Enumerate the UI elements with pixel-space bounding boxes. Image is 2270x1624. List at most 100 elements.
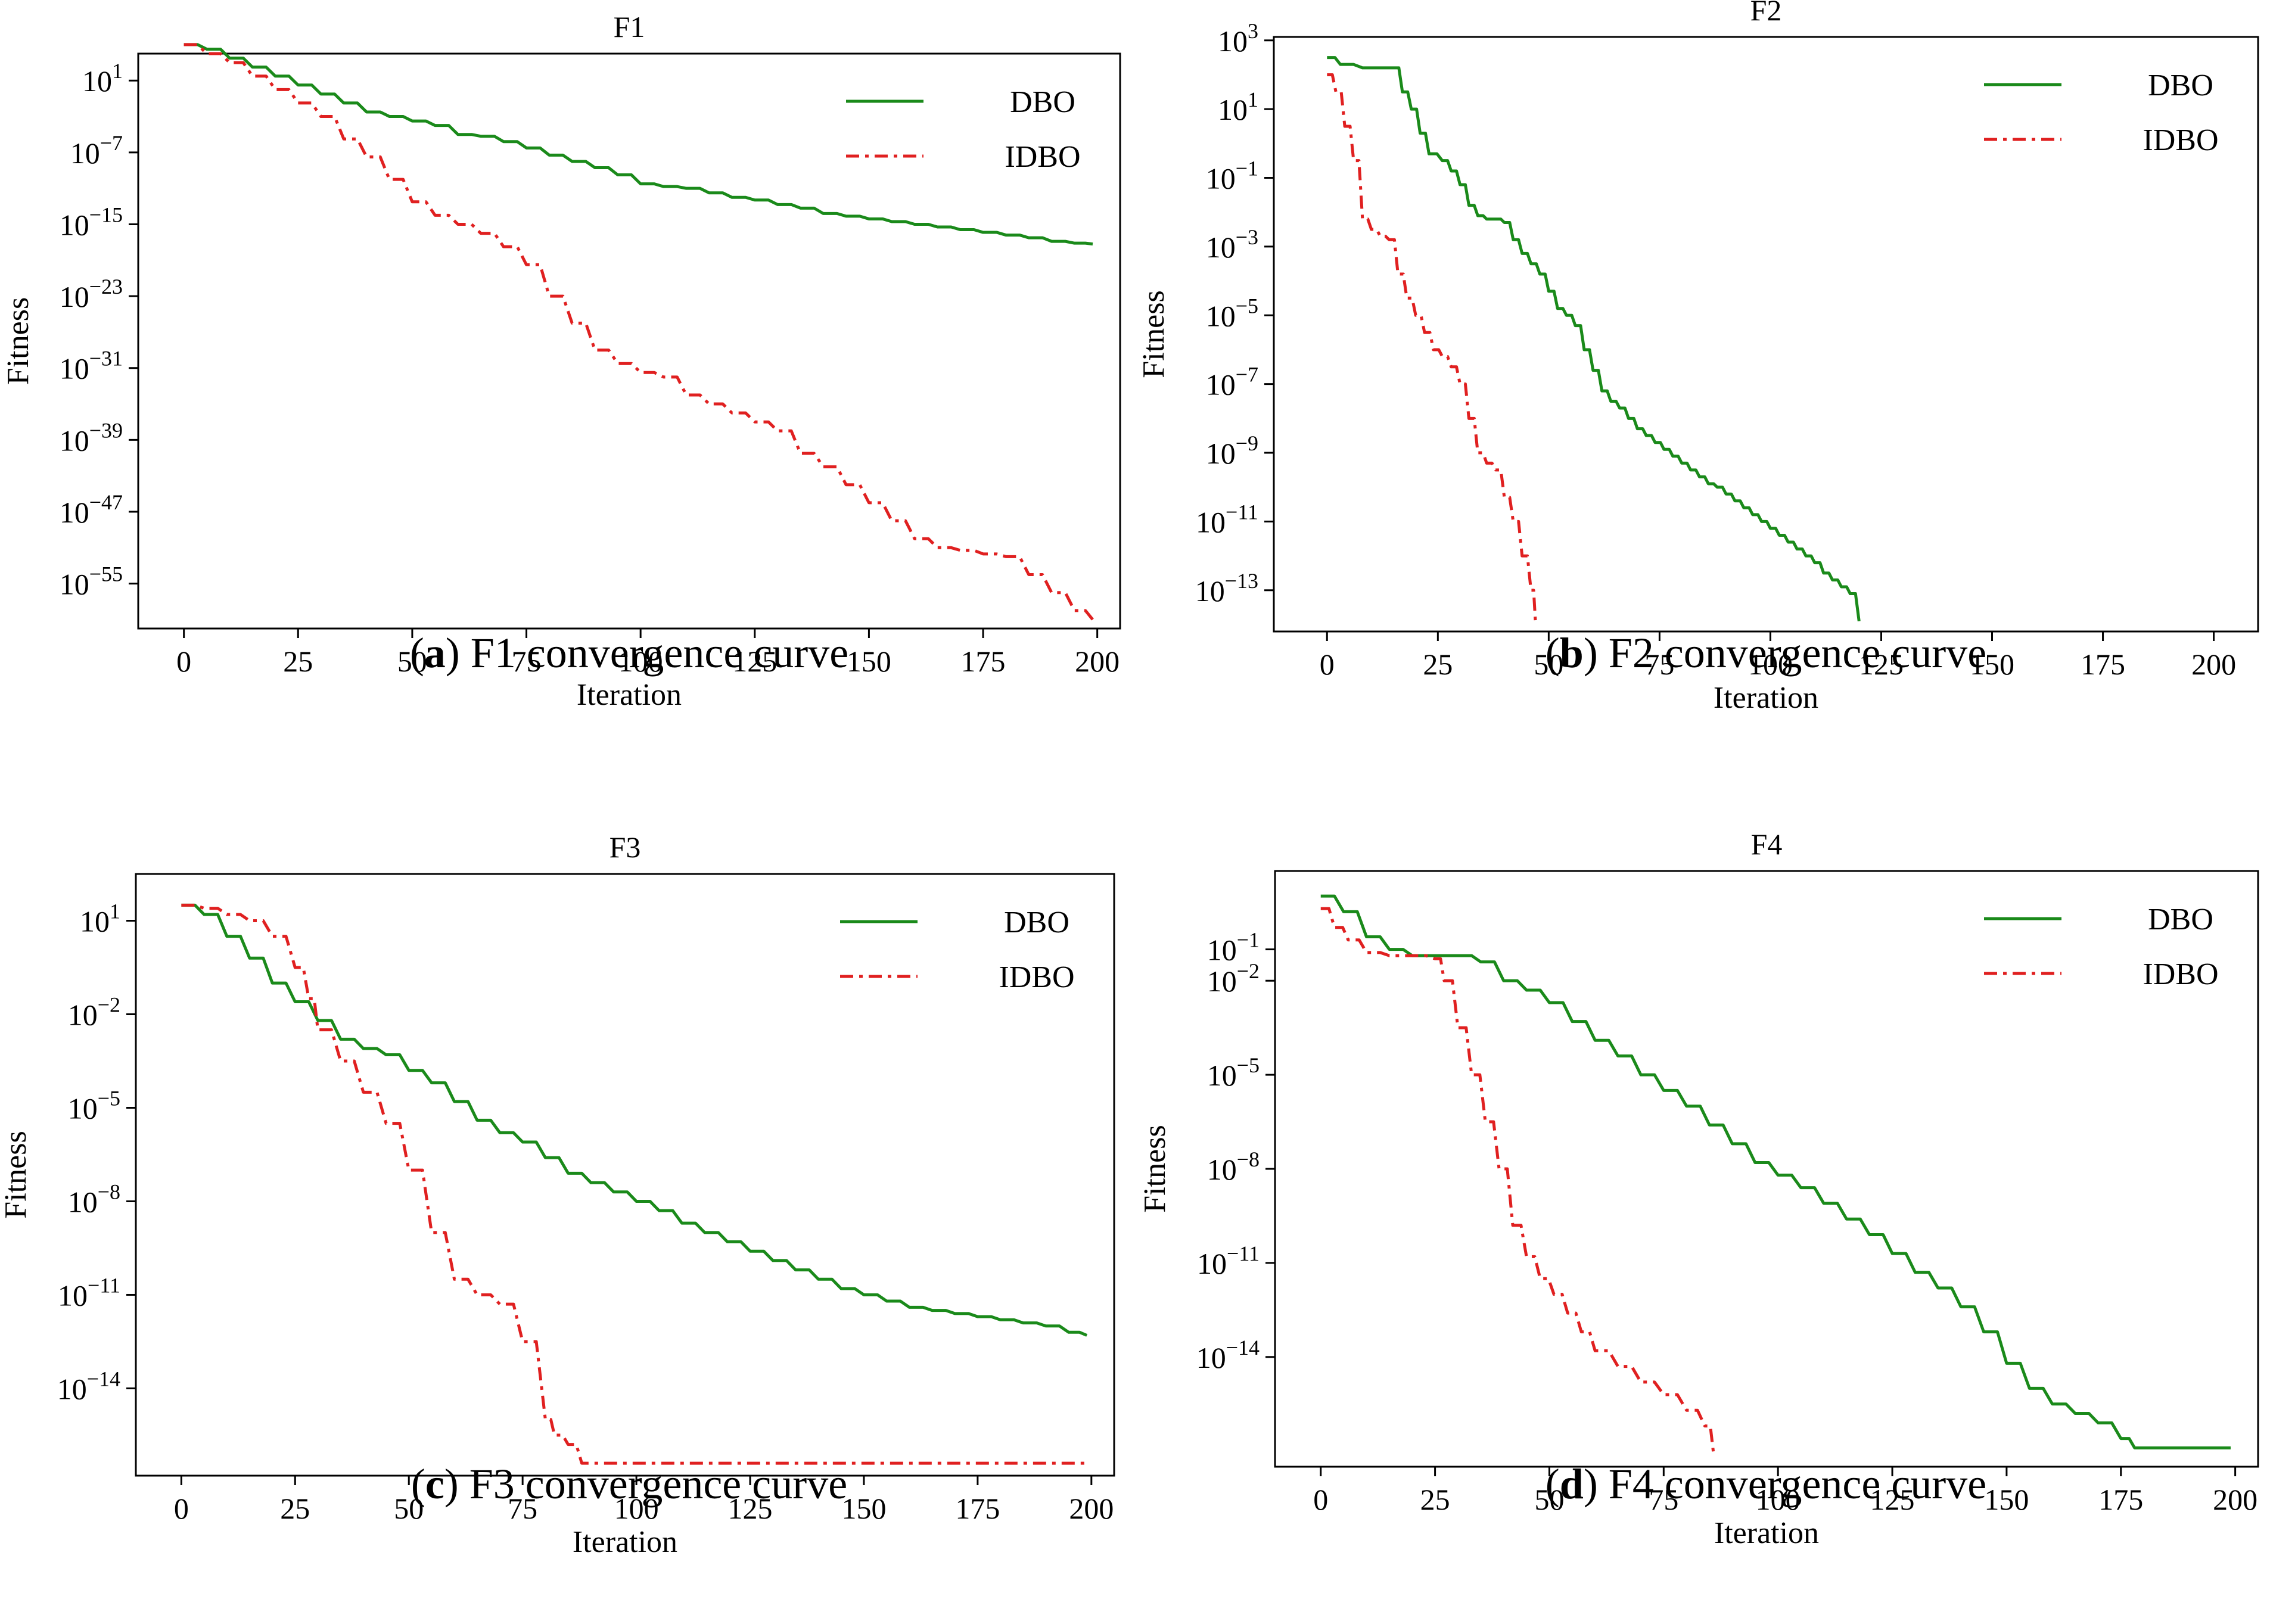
y-tick-label: 10−5: [1207, 1053, 1260, 1092]
x-tick-label: 175: [2098, 1483, 2143, 1516]
y-tick-label: 10−14: [1196, 1336, 1260, 1374]
x-tick-label: 200: [1075, 645, 1120, 678]
x-axis-label-f3: Iteration: [573, 1525, 677, 1559]
x-tick-label: 150: [1984, 1483, 2029, 1516]
x-tick-label: 150: [847, 645, 891, 678]
y-tick-label: 10−39: [60, 418, 123, 457]
y-axis-label-f4: Fitness: [1138, 1125, 1172, 1212]
y-tick-label: 10−13: [1195, 569, 1258, 608]
x-tick-label: 50: [397, 645, 427, 678]
y-tick-label: 10−2: [1207, 959, 1260, 998]
x-axis-label-f1: Iteration: [577, 678, 682, 712]
x-tick-label: 100: [1748, 648, 1793, 681]
y-tick-label: 10−23: [60, 275, 123, 313]
x-tick-label: 125: [728, 1492, 773, 1525]
y-tick-label: 10−11: [1197, 1242, 1260, 1280]
legend-label-dbo: DBO: [2148, 69, 2213, 102]
y-tick-label: 10−5: [68, 1086, 120, 1125]
y-tick-label: 10−1: [1207, 928, 1260, 967]
axes-frame-f2: [1273, 36, 2259, 633]
x-tick-label: 25: [1420, 1483, 1450, 1516]
x-axis-label-f2: Iteration: [1714, 681, 1818, 715]
legend-label-idbo: IDBO: [2142, 957, 2218, 991]
series-line-dbo: [181, 903, 1088, 1337]
chart-title-f2: F2: [1750, 0, 1782, 27]
y-tick-label: 10−9: [1206, 431, 1258, 470]
x-tick-label: 200: [2213, 1483, 2257, 1516]
chart-panel-f3: F3 0 25 50 75 100 125 150 175 200 101 10−2 10−5 10−8 1…: [0, 830, 1115, 1559]
y-axis-label-f2: Fitness: [1137, 290, 1171, 378]
x-tick-label: 75: [1649, 1483, 1678, 1516]
y-tick-label: 103: [1218, 19, 1258, 58]
axes-frame-f3: [135, 873, 1115, 1477]
legend-label-idbo: IDBO: [1005, 140, 1080, 174]
legend-label-idbo: IDBO: [999, 960, 1074, 994]
x-tick-label: 25: [283, 645, 313, 678]
x-tick-label: 100: [618, 645, 663, 678]
x-tick-label: 125: [1870, 1483, 1915, 1516]
series-line-dbo: [1320, 894, 2231, 1449]
x-tick-label: 25: [1423, 648, 1453, 681]
x-tick-label: 0: [1313, 1483, 1328, 1516]
x-tick-label: 0: [174, 1492, 189, 1525]
figure-caption-f1: (a) F1 convergence curve: [410, 629, 848, 677]
y-tick-label: 10−7: [1206, 363, 1258, 402]
axes-frame-f4: [1274, 870, 2259, 1468]
series-line-idbo: [1327, 73, 1537, 621]
x-axis-label-f4: Iteration: [1714, 1516, 1819, 1550]
x-tick-label: 175: [961, 645, 1006, 678]
x-tick-label: 100: [1756, 1483, 1801, 1516]
x-tick-label: 125: [732, 645, 777, 678]
chart-panel-f4: F4 0 25 50 75 100 125 150 175 200 10−110−2 10−5 10−8…: [1138, 827, 2259, 1550]
y-tick-label: 10−1: [1206, 157, 1258, 195]
y-tick-label: 10−7: [70, 131, 123, 170]
x-tick-label: 150: [1970, 648, 2014, 681]
y-tick-label: 101: [1218, 88, 1258, 126]
x-tick-label: 100: [614, 1492, 659, 1525]
y-tick-label: 101: [80, 899, 120, 938]
x-tick-label: 75: [1644, 648, 1674, 681]
y-tick-label: 10−11: [58, 1273, 120, 1312]
legend-label-dbo: DBO: [1004, 906, 1069, 939]
x-tick-label: 0: [176, 645, 191, 678]
series-line-idbo: [1320, 907, 1716, 1458]
y-tick-label: 10−15: [60, 203, 123, 241]
y-tick-label: 10−55: [60, 562, 123, 601]
y-tick-label: 10−14: [57, 1367, 120, 1405]
series-line-idbo: [184, 43, 1094, 621]
x-tick-label: 150: [841, 1492, 886, 1525]
chart-panel-f1: F1 0 25 50 75 100 125 150 175 200 101 10−7 10−15 10−2…: [1, 10, 1121, 712]
figure-caption-f4: (d) F4 convergence curve: [1546, 1460, 1986, 1508]
legend-label-dbo: DBO: [1010, 85, 1075, 119]
figure-caption-f2: (b) F2 convergence curve: [1546, 629, 1986, 677]
x-tick-label: 175: [2081, 648, 2125, 681]
x-tick-label: 50: [1534, 648, 1563, 681]
y-tick-label: 10−8: [68, 1180, 120, 1218]
y-tick-label: 10−5: [1206, 294, 1258, 332]
y-tick-label: 10−47: [60, 490, 123, 529]
chart-title-f1: F1: [614, 10, 645, 43]
y-axis-label-f1: Fitness: [1, 297, 35, 385]
legend-label-dbo: DBO: [2148, 903, 2213, 937]
series-line-dbo: [184, 43, 1093, 246]
x-tick-label: 125: [1859, 648, 1904, 681]
x-tick-label: 25: [280, 1492, 310, 1525]
y-axis-label-f3: Fitness: [0, 1131, 33, 1218]
y-tick-label: 10−8: [1207, 1147, 1260, 1186]
chart-title-f3: F3: [610, 830, 641, 864]
series-line-idbo: [181, 903, 1087, 1465]
x-tick-label: 200: [1069, 1492, 1114, 1525]
y-tick-label: 10−31: [60, 347, 123, 385]
x-tick-label: 200: [2191, 648, 2236, 681]
y-tick-label: 10−2: [68, 993, 120, 1031]
x-tick-label: 75: [508, 1492, 537, 1525]
x-tick-label: 0: [1320, 648, 1335, 681]
legend-label-idbo: IDBO: [2142, 123, 2218, 157]
y-tick-label: 10−3: [1206, 225, 1258, 264]
y-tick-label: 10−11: [1196, 500, 1258, 539]
series-line-dbo: [1327, 56, 1861, 622]
figure-caption-f3: (c) F3 convergence curve: [411, 1460, 847, 1508]
chart-panel-f2: F2 0 25 50 75 100 125 150 175 200 103 101 10−1 10−3 10…: [1137, 0, 2259, 715]
x-tick-label: 50: [1534, 1483, 1564, 1516]
